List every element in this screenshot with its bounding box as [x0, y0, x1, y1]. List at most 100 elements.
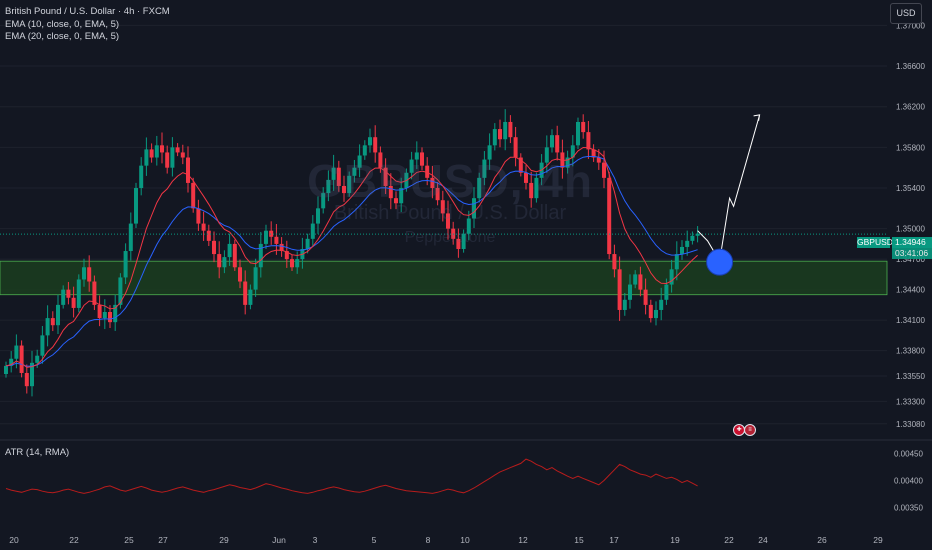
candle[interactable]: [56, 294, 60, 334]
candle[interactable]: [222, 250, 227, 274]
candle[interactable]: [399, 177, 404, 213]
candle[interactable]: [24, 364, 29, 394]
candle[interactable]: [305, 233, 310, 254]
candle[interactable]: [414, 141, 419, 170]
candle[interactable]: [518, 153, 523, 177]
candle[interactable]: [248, 284, 253, 310]
candle[interactable]: [71, 286, 76, 318]
candle[interactable]: [576, 117, 580, 149]
candle[interactable]: [560, 139, 565, 179]
candle[interactable]: [97, 295, 102, 327]
candle[interactable]: [243, 270, 248, 315]
candle[interactable]: [695, 226, 700, 243]
candle[interactable]: [212, 231, 216, 263]
candle[interactable]: [524, 165, 528, 190]
candle[interactable]: [534, 172, 539, 203]
candle[interactable]: [680, 240, 684, 260]
candle[interactable]: [357, 144, 362, 178]
candle[interactable]: [342, 175, 346, 202]
currency-button[interactable]: USD: [890, 3, 922, 24]
candle[interactable]: [321, 187, 326, 214]
candle[interactable]: [154, 135, 159, 166]
candle[interactable]: [232, 239, 237, 271]
candle[interactable]: [586, 121, 591, 159]
candle[interactable]: [134, 182, 138, 228]
candle[interactable]: [456, 228, 461, 258]
flag-us-icon[interactable]: ≡: [744, 424, 756, 436]
candle[interactable]: [607, 171, 612, 260]
candle[interactable]: [409, 151, 414, 180]
symbol-title[interactable]: British Pound / U.S. Dollar · 4h · FXCM: [5, 6, 170, 17]
candle[interactable]: [435, 182, 440, 206]
candle[interactable]: [394, 191, 398, 210]
candle[interactable]: [565, 150, 570, 174]
candle[interactable]: [227, 233, 232, 266]
candle[interactable]: [617, 256, 622, 321]
candle[interactable]: [628, 274, 632, 309]
candle[interactable]: [217, 241, 222, 279]
candle[interactable]: [669, 259, 674, 293]
candle[interactable]: [316, 196, 320, 234]
candle[interactable]: [258, 231, 263, 278]
candle[interactable]: [123, 243, 128, 285]
candle[interactable]: [284, 240, 289, 268]
candle[interactable]: [503, 109, 508, 151]
candle[interactable]: [165, 145, 170, 174]
candle[interactable]: [362, 140, 367, 160]
candle[interactable]: [206, 224, 211, 246]
candle[interactable]: [113, 294, 118, 331]
candle[interactable]: [674, 241, 679, 281]
candle[interactable]: [180, 144, 185, 165]
candle[interactable]: [61, 285, 66, 309]
candle[interactable]: [446, 200, 450, 240]
candle[interactable]: [144, 137, 149, 176]
candle[interactable]: [310, 215, 315, 247]
candle[interactable]: [513, 126, 518, 167]
candle[interactable]: [482, 151, 487, 186]
candle[interactable]: [128, 212, 133, 261]
candle[interactable]: [508, 115, 513, 144]
candle[interactable]: [92, 275, 97, 311]
candle[interactable]: [170, 137, 175, 177]
candle[interactable]: [82, 258, 86, 287]
candle[interactable]: [14, 334, 19, 369]
candle[interactable]: [186, 146, 190, 193]
candle[interactable]: [373, 125, 378, 163]
candle[interactable]: [430, 165, 435, 199]
atr-legend[interactable]: ATR (14, RMA): [5, 447, 70, 458]
candle[interactable]: [175, 143, 180, 157]
candle[interactable]: [238, 259, 242, 289]
candle[interactable]: [685, 230, 690, 256]
candle[interactable]: [659, 287, 664, 321]
candle[interactable]: [253, 258, 258, 297]
candle[interactable]: [487, 133, 492, 170]
candle[interactable]: [544, 135, 549, 173]
candle[interactable]: [581, 114, 586, 139]
candle[interactable]: [326, 170, 331, 202]
candle[interactable]: [591, 144, 596, 162]
candle[interactable]: [383, 158, 388, 195]
candle[interactable]: [352, 160, 357, 183]
candle[interactable]: [638, 266, 643, 297]
candle[interactable]: [279, 237, 284, 257]
candle[interactable]: [690, 231, 695, 245]
candle[interactable]: [196, 199, 201, 231]
candle[interactable]: [420, 147, 424, 171]
candle[interactable]: [622, 292, 627, 316]
candle[interactable]: [498, 119, 502, 148]
candle[interactable]: [654, 301, 658, 326]
candle[interactable]: [347, 171, 352, 197]
candle[interactable]: [45, 305, 50, 347]
candle[interactable]: [76, 274, 81, 313]
candle[interactable]: [477, 172, 482, 203]
candle[interactable]: [102, 299, 107, 330]
candle[interactable]: [290, 254, 294, 271]
candle[interactable]: [472, 187, 476, 229]
candle[interactable]: [648, 299, 653, 323]
candle[interactable]: [643, 278, 648, 315]
candle[interactable]: [331, 154, 336, 191]
candle[interactable]: [461, 229, 466, 253]
candle[interactable]: [264, 224, 268, 250]
candle[interactable]: [570, 135, 575, 167]
